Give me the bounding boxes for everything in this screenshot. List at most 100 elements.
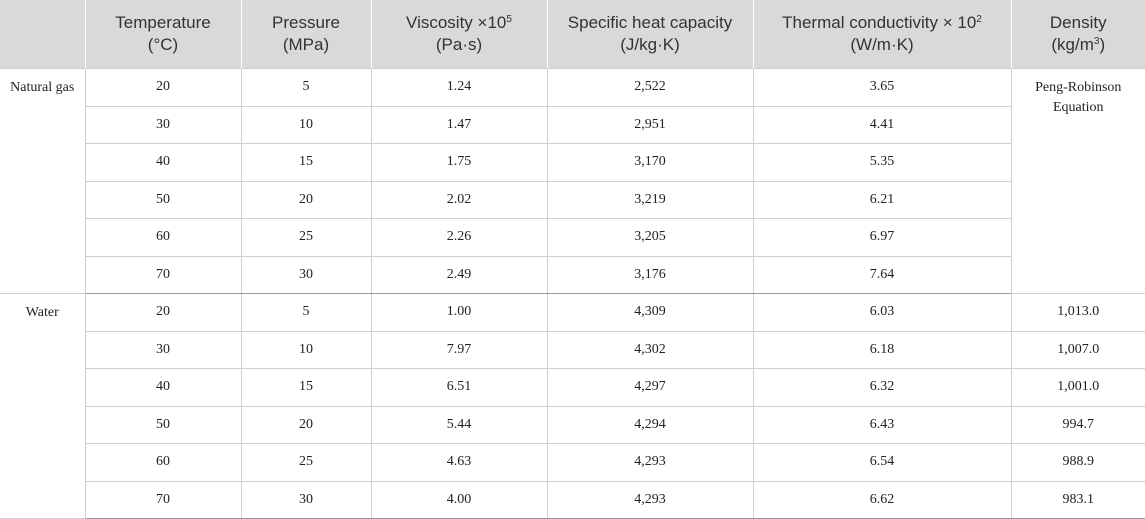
cell-pressure: 15 xyxy=(240,368,372,407)
cell-pressure: 30 xyxy=(240,480,372,519)
cell-temperature: 60 xyxy=(85,218,242,257)
cell-heat-capacity: 2,951 xyxy=(546,105,754,144)
header-pressure-name: Pressure xyxy=(271,13,341,32)
cell-pressure: 20 xyxy=(240,180,372,219)
cell-heat-capacity: 4,294 xyxy=(546,405,754,444)
table-row: 70 30 4.00 4,293 6.62 983.1 xyxy=(0,480,1145,519)
header-pressure-unit: (MPa) xyxy=(282,35,330,54)
cell-conductivity: 7.64 xyxy=(752,255,1011,294)
cell-viscosity: 4.63 xyxy=(370,443,548,482)
header-density-unit-text: (kg/m xyxy=(1051,35,1094,54)
header-heat-capacity: Specific heat capacity (J/kg·K) xyxy=(546,0,753,69)
cell-heat-capacity: 3,205 xyxy=(546,218,754,257)
cell-temperature: 30 xyxy=(85,105,242,144)
cell-density: 1,013.0 xyxy=(1010,293,1145,332)
cell-pressure: 20 xyxy=(240,405,372,444)
cell-conductivity: 3.65 xyxy=(752,68,1012,107)
cell-heat-capacity: 4,293 xyxy=(546,480,754,519)
table-row: 60 25 2.26 3,205 6.97 xyxy=(0,218,1145,257)
table-row: 40 15 1.75 3,170 5.35 xyxy=(0,143,1145,182)
cell-viscosity: 5.44 xyxy=(370,405,548,444)
cell-conductivity: 4.41 xyxy=(752,105,1011,144)
cell-pressure: 5 xyxy=(240,68,372,107)
cell-viscosity: 1.75 xyxy=(370,143,548,182)
header-density-unit: (kg/m3) xyxy=(1016,34,1142,56)
header-density-name: Density xyxy=(1049,13,1107,32)
table-row: 50 20 2.02 3,219 6.21 xyxy=(0,180,1145,219)
cell-viscosity: 2.49 xyxy=(370,255,548,294)
cell-conductivity: 5.35 xyxy=(752,143,1011,182)
table-row: 60 25 4.63 4,293 6.54 988.9 xyxy=(0,443,1145,482)
cell-heat-capacity: 3,219 xyxy=(546,180,754,219)
header-viscosity-exponent: 5 xyxy=(506,14,512,25)
cell-conductivity: 6.54 xyxy=(752,443,1012,482)
cell-pressure: 25 xyxy=(240,218,372,257)
cell-conductivity: 6.03 xyxy=(752,293,1012,332)
header-heat-capacity-name: Specific heat capacity xyxy=(567,13,733,32)
cell-pressure: 25 xyxy=(240,443,372,482)
table-row: Natural gas 20 5 1.24 2,522 3.65 Peng-Robinson… xyxy=(0,68,1145,294)
cell-heat-capacity: 4,293 xyxy=(546,443,754,482)
cell-temperature: 20 xyxy=(84,293,242,332)
table-row: 50 20 5.44 4,294 6.43 994.7 xyxy=(0,405,1145,444)
header-row: Temperature (°C) Pressure (MPa) Viscosit… xyxy=(0,0,1145,69)
header-viscosity: Viscosity ×105 (Pa·s) xyxy=(370,0,547,69)
cell-temperature: 40 xyxy=(85,143,242,182)
header-pressure: Pressure (MPa) xyxy=(240,0,371,69)
cell-conductivity: 6.97 xyxy=(752,218,1011,257)
table-row: Water 20 5 1.00 4,309 6.03 1,013.0 xyxy=(0,293,1145,519)
cell-pressure: 10 xyxy=(240,105,372,144)
cell-heat-capacity: 3,176 xyxy=(546,255,754,294)
cell-pressure: 10 xyxy=(240,330,372,369)
header-temperature-unit: (°C) xyxy=(147,35,179,54)
header-conductivity: Thermal conductivity × 102 (W/m·K) xyxy=(752,0,1011,69)
header-heat-capacity-unit: (J/kg·K) xyxy=(620,35,680,54)
cell-temperature: 30 xyxy=(85,330,242,369)
header-viscosity-unit: (Pa·s) xyxy=(435,35,483,54)
cell-density: 1,001.0 xyxy=(1010,368,1145,407)
table-row: 30 10 7.97 4,302 6.18 1,007.0 xyxy=(0,330,1145,369)
header-conductivity-exponent: 2 xyxy=(976,14,982,25)
cell-density: 994.7 xyxy=(1010,405,1145,444)
cell-temperature: 50 xyxy=(85,405,242,444)
header-density-unit-close: ) xyxy=(1099,35,1106,54)
table-row: 30 10 1.47 2,951 4.41 xyxy=(0,105,1145,144)
cell-temperature: 70 xyxy=(85,255,242,294)
cell-heat-capacity: 2,522 xyxy=(546,68,754,107)
header-temperature-name: Temperature xyxy=(115,13,211,32)
header-group xyxy=(0,0,85,69)
cell-temperature: 70 xyxy=(85,480,242,519)
cell-heat-capacity: 4,302 xyxy=(546,330,754,369)
cell-conductivity: 6.43 xyxy=(752,405,1012,444)
cell-viscosity: 6.51 xyxy=(370,368,548,407)
table-row: 70 30 2.49 3,176 7.64 xyxy=(0,255,1145,294)
cell-viscosity: 2.02 xyxy=(370,180,548,219)
cell-viscosity: 1.47 xyxy=(370,105,548,144)
cell-viscosity: 1.00 xyxy=(370,293,548,332)
header-density: Density (kg/m3) xyxy=(1010,0,1145,69)
cell-pressure: 15 xyxy=(240,143,372,182)
cell-pressure: 5 xyxy=(240,293,372,332)
cell-viscosity: 2.26 xyxy=(370,218,548,257)
cell-conductivity: 6.21 xyxy=(752,180,1011,219)
cell-heat-capacity: 4,309 xyxy=(546,293,754,332)
cell-conductivity: 6.32 xyxy=(752,368,1012,407)
table-row: 40 15 6.51 4,297 6.32 1,001.0 xyxy=(0,368,1145,407)
cell-viscosity: 7.97 xyxy=(370,330,548,369)
cell-temperature: 20 xyxy=(84,68,242,107)
table-body: Natural gas 20 5 1.24 2,522 3.65 Peng-Robinson… xyxy=(0,68,1145,519)
density-note: Peng-Robinson Equation xyxy=(1010,68,1145,294)
cell-density: 1,007.0 xyxy=(1010,330,1145,369)
group-label: Natural gas xyxy=(0,68,86,294)
header-density-unit-exponent: 3 xyxy=(1093,36,1100,47)
cell-temperature: 40 xyxy=(85,368,242,407)
cell-heat-capacity: 4,297 xyxy=(546,368,754,407)
cell-density: 988.9 xyxy=(1010,443,1145,482)
header-conductivity-unit: (W/m·K) xyxy=(850,35,914,54)
header-temperature: Temperature (°C) xyxy=(84,0,241,69)
header-conductivity-name: Thermal conductivity × 10 xyxy=(782,13,977,32)
cell-temperature: 60 xyxy=(85,443,242,482)
group-label: Water xyxy=(0,293,86,519)
cell-viscosity: 4.00 xyxy=(370,480,548,519)
